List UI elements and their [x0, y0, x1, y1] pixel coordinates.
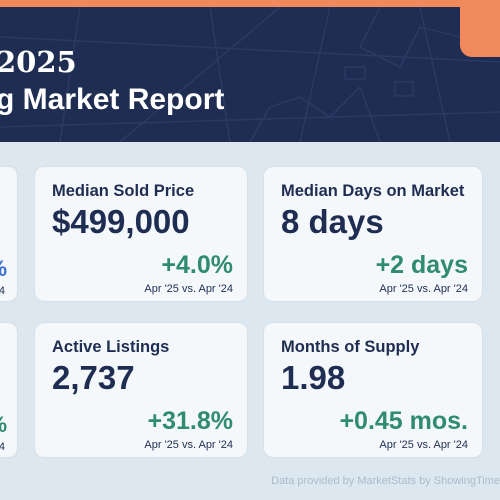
card-title: Median Sold Price [52, 182, 195, 200]
card-value: 2,737 [52, 359, 135, 396]
card-change: +31.8% [147, 407, 234, 435]
card-change: +4.0% [161, 251, 233, 279]
partial-change-value: % [0, 412, 7, 438]
data-source-footer: Data provided by MarketStats by ShowingT… [271, 475, 500, 487]
card-change: +0.45 mos. [339, 407, 468, 435]
card-active-listings: Active Listings 2,737 +31.8% Apr '25 vs.… [34, 322, 248, 458]
card-title: Median Days on Market [281, 182, 465, 200]
report-title: g Market Report [0, 83, 225, 116]
report-header: 2025 g Market Report [0, 7, 500, 142]
partial-compare-text: 4 [0, 441, 5, 453]
card-value: 1.98 [281, 359, 346, 396]
card-value: $499,000 [52, 203, 190, 240]
partial-change-value: % [0, 256, 7, 282]
card-months-of-supply: Months of Supply 1.98 +0.45 mos. Apr '25… [263, 322, 483, 458]
card-compare: Apr '25 vs. Apr '24 [144, 283, 233, 295]
card-median-days-on-market: Median Days on Market 8 days +2 days Apr… [263, 166, 483, 302]
card-median-sold-price: Median Sold Price $499,000 +4.0% Apr '25… [34, 166, 248, 302]
orange-corner-tab [460, 7, 500, 57]
partial-card-bottom-left: % 4 [0, 322, 18, 458]
card-compare: Apr '25 vs. Apr '24 [379, 283, 468, 295]
map-lines-decoration [0, 7, 500, 142]
partial-card-top-left: % 4 [0, 166, 18, 302]
partial-compare-text: 4 [0, 285, 5, 297]
card-title: Active Listings [52, 338, 170, 356]
card-compare: Apr '25 vs. Apr '24 [379, 439, 468, 451]
card-change: +2 days [375, 251, 468, 279]
card-value: 8 days [281, 203, 384, 240]
report-year: 2025 [0, 45, 77, 79]
card-title: Months of Supply [281, 338, 420, 356]
top-accent-strip [0, 0, 500, 7]
card-compare: Apr '25 vs. Apr '24 [144, 439, 233, 451]
